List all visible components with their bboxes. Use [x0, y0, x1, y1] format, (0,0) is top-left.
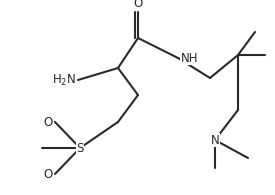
Text: NH: NH: [181, 51, 199, 65]
Text: O: O: [44, 168, 53, 181]
Text: N: N: [211, 134, 219, 146]
Text: S: S: [76, 142, 84, 154]
Text: O: O: [133, 0, 143, 10]
Text: O: O: [44, 115, 53, 129]
Text: H$_2$N: H$_2$N: [52, 73, 76, 88]
